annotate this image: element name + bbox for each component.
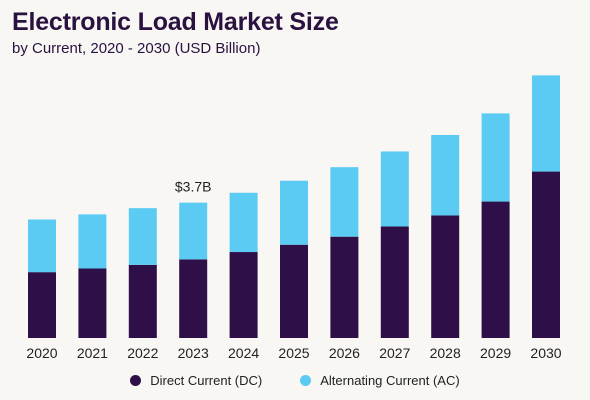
legend-item-ac: Alternating Current (AC) [300,373,460,388]
bar-dc-2025 [280,244,308,338]
x-tick-label-2022: 2022 [127,345,158,361]
bar-dc-2020 [28,272,56,338]
bar-ac-2029 [481,113,510,202]
bar-dc-2022 [128,264,157,338]
bar-ac-2028 [431,134,460,216]
bar-ac-2026 [330,167,359,237]
x-tick-label-2020: 2020 [26,345,57,361]
legend-label-dc: Direct Current (DC) [150,373,263,388]
legend-item-dc: Direct Current (DC) [130,373,262,388]
x-tick-label-2026: 2026 [329,345,360,361]
x-tick-label-2028: 2028 [430,345,461,361]
bar-dc-2023 [179,259,208,338]
x-tick-label-2027: 2027 [379,345,410,361]
bar-dc-2028 [431,215,460,338]
bar-ac-2021 [78,214,107,269]
bar-ac-2024 [229,192,258,253]
bar-ac-2030 [532,75,560,172]
legend-swatch-ac [300,375,312,386]
x-tick-label-2021: 2021 [77,345,108,361]
bar-dc-2026 [330,236,359,338]
x-tick-label-2025: 2025 [278,345,309,361]
bar-dc-2027 [380,226,409,338]
x-tick-label-2023: 2023 [178,345,209,361]
legend: Direct Current (DC) Alternating Current … [0,373,590,388]
x-tick-label-2024: 2024 [228,345,259,361]
bar-ac-2023 [179,202,208,260]
bar-dc-2024 [229,252,258,338]
bar-dc-2021 [78,268,107,338]
bar-ac-2027 [380,151,409,227]
legend-label-ac: Alternating Current (AC) [320,373,460,388]
x-tick-label-2029: 2029 [480,345,511,361]
chart-title: Electronic Load Market Size [12,8,339,36]
bar-ac-2020 [28,219,56,273]
bar-dc-2029 [481,201,510,338]
chart-subtitle: by Current, 2020 - 2030 (USD Billion) [12,40,261,57]
x-tick-label-2030: 2030 [530,345,561,361]
data-label-2023: $3.7B [175,179,212,195]
bar-ac-2022 [128,208,157,265]
bar-dc-2030 [532,171,560,338]
legend-swatch-dc [130,375,142,386]
bar-ac-2025 [280,180,308,245]
